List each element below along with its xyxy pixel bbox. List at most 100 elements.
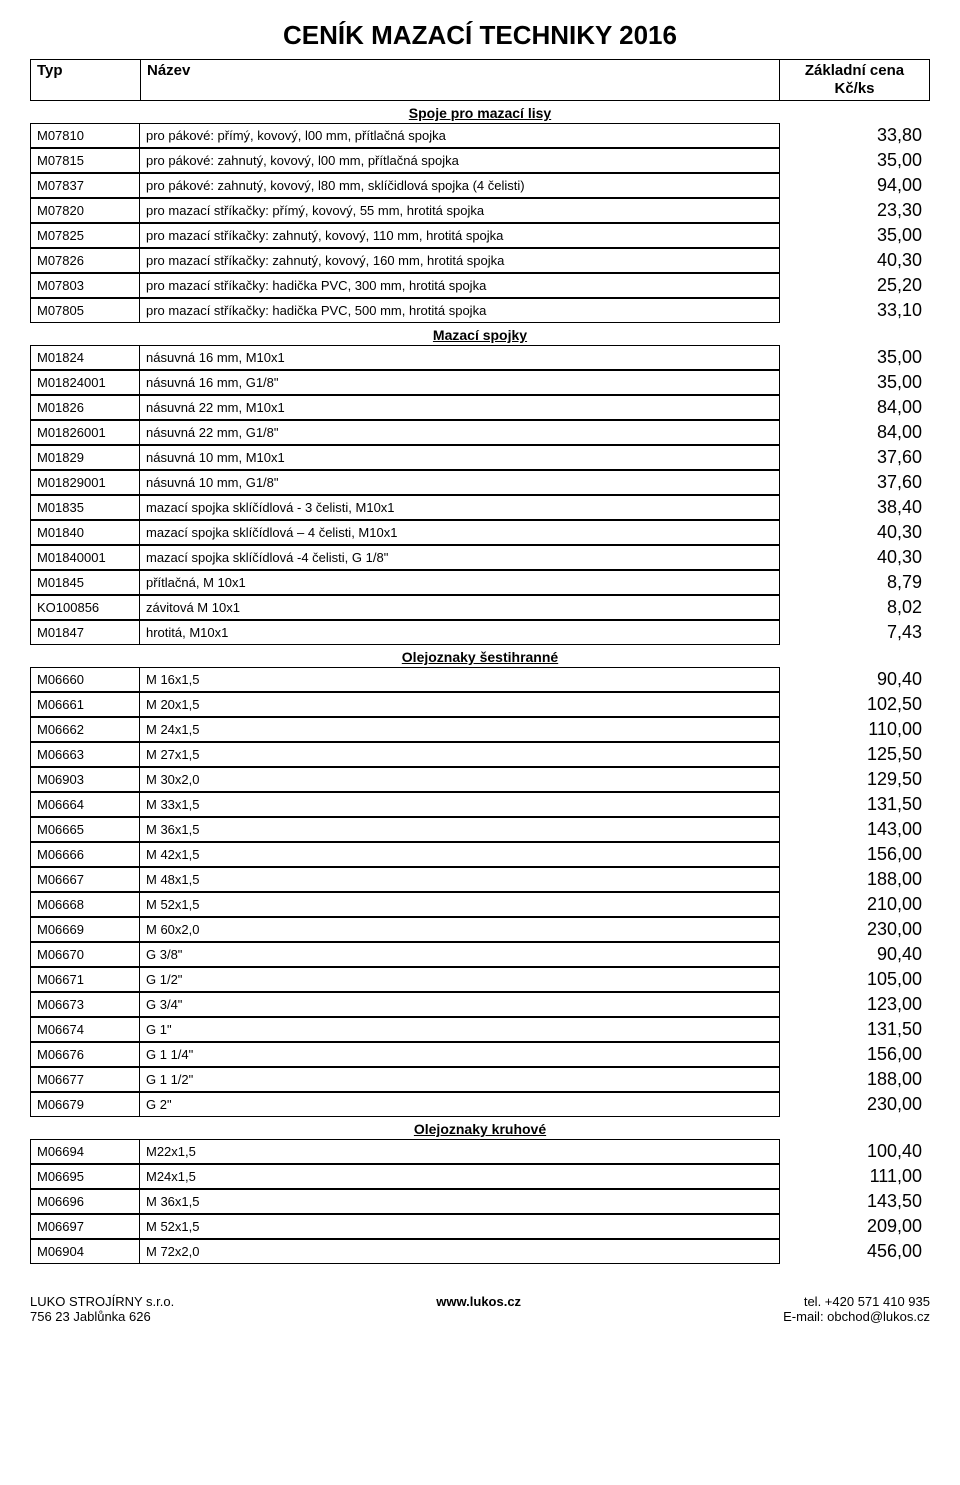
cell-nazev: G 1 1/2" bbox=[140, 1067, 780, 1092]
table-row: M06669M 60x2,0230,00 bbox=[30, 917, 930, 942]
cell-nazev: M 16x1,5 bbox=[140, 667, 780, 692]
cell-cena: 84,00 bbox=[780, 420, 930, 445]
cell-nazev: M 72x2,0 bbox=[140, 1239, 780, 1264]
cell-typ: M06694 bbox=[30, 1139, 140, 1164]
cell-typ: M07810 bbox=[30, 123, 140, 148]
footer-email: E-mail: obchod@lukos.cz bbox=[783, 1309, 930, 1324]
cell-typ: M06660 bbox=[30, 667, 140, 692]
cell-nazev: násuvná 22 mm, M10x1 bbox=[140, 395, 780, 420]
cell-typ: M06695 bbox=[30, 1164, 140, 1189]
cell-typ: M06673 bbox=[30, 992, 140, 1017]
cell-typ: M06664 bbox=[30, 792, 140, 817]
table-row: M06676G 1 1/4"156,00 bbox=[30, 1042, 930, 1067]
cell-cena: 230,00 bbox=[780, 917, 930, 942]
table-row: M06662M 24x1,5110,00 bbox=[30, 717, 930, 742]
cell-cena: 25,20 bbox=[780, 273, 930, 298]
cell-nazev: závitová M 10x1 bbox=[140, 595, 780, 620]
cell-typ: M01826 bbox=[30, 395, 140, 420]
cell-cena: 40,30 bbox=[780, 520, 930, 545]
cell-cena: 40,30 bbox=[780, 545, 930, 570]
cell-cena: 156,00 bbox=[780, 1042, 930, 1067]
header-nazev: Název bbox=[141, 60, 779, 100]
cell-typ: M01824 bbox=[30, 345, 140, 370]
table-row: M06665M 36x1,5143,00 bbox=[30, 817, 930, 842]
cell-cena: 33,80 bbox=[780, 123, 930, 148]
cell-cena: 143,00 bbox=[780, 817, 930, 842]
cell-cena: 94,00 bbox=[780, 173, 930, 198]
cell-nazev: mazací spojka sklíčídlová - 3 čelisti, M… bbox=[140, 495, 780, 520]
table-row: M06694M22x1,5100,40 bbox=[30, 1139, 930, 1164]
cell-typ: M07805 bbox=[30, 298, 140, 323]
section-title: Olejoznaky šestihranné bbox=[30, 649, 930, 665]
cell-typ: M06661 bbox=[30, 692, 140, 717]
table-row: M01824násuvná 16 mm, M10x135,00 bbox=[30, 345, 930, 370]
table-row: M06696M 36x1,5143,50 bbox=[30, 1189, 930, 1214]
cell-typ: KO100856 bbox=[30, 595, 140, 620]
cell-nazev: G 3/8" bbox=[140, 942, 780, 967]
table-row: M06697M 52x1,5209,00 bbox=[30, 1214, 930, 1239]
cell-nazev: pro mazací stříkačky: zahnutý, kovový, 1… bbox=[140, 248, 780, 273]
cell-cena: 35,00 bbox=[780, 370, 930, 395]
cell-cena: 35,00 bbox=[780, 148, 930, 173]
cell-typ: M06679 bbox=[30, 1092, 140, 1117]
cell-typ: M01835 bbox=[30, 495, 140, 520]
cell-typ: M01829 bbox=[30, 445, 140, 470]
cell-cena: 37,60 bbox=[780, 470, 930, 495]
cell-typ: M07803 bbox=[30, 273, 140, 298]
cell-cena: 210,00 bbox=[780, 892, 930, 917]
table-row: M06671G 1/2"105,00 bbox=[30, 967, 930, 992]
cell-cena: 105,00 bbox=[780, 967, 930, 992]
cell-cena: 84,00 bbox=[780, 395, 930, 420]
footer-right: tel. +420 571 410 935 E-mail: obchod@luk… bbox=[783, 1294, 930, 1324]
cell-nazev: M 20x1,5 bbox=[140, 692, 780, 717]
cell-nazev: násuvná 16 mm, M10x1 bbox=[140, 345, 780, 370]
cell-typ: M06696 bbox=[30, 1189, 140, 1214]
cell-nazev: násuvná 10 mm, M10x1 bbox=[140, 445, 780, 470]
cell-nazev: pro mazací stříkačky: přímý, kovový, 55 … bbox=[140, 198, 780, 223]
cell-typ: M01847 bbox=[30, 620, 140, 645]
table-row: M01824001násuvná 16 mm, G1/8"35,00 bbox=[30, 370, 930, 395]
table-row: M01847hrotitá, M10x17,43 bbox=[30, 620, 930, 645]
table-row: M07805pro mazací stříkačky: hadička PVC,… bbox=[30, 298, 930, 323]
table-row: M07815pro pákové: zahnutý, kovový, l00 m… bbox=[30, 148, 930, 173]
table-row: M01840mazací spojka sklíčídlová – 4 čeli… bbox=[30, 520, 930, 545]
table-row: M01826násuvná 22 mm, M10x184,00 bbox=[30, 395, 930, 420]
table-row: M07820pro mazací stříkačky: přímý, kovov… bbox=[30, 198, 930, 223]
cell-cena: 156,00 bbox=[780, 842, 930, 867]
sections-container: Spoje pro mazací lisyM07810pro pákové: p… bbox=[30, 105, 930, 1264]
cell-typ: M06676 bbox=[30, 1042, 140, 1067]
table-row: M06674G 1"131,50 bbox=[30, 1017, 930, 1042]
cell-cena: 110,00 bbox=[780, 717, 930, 742]
table-row: M06904M 72x2,0456,00 bbox=[30, 1239, 930, 1264]
table-row: M01840001mazací spojka sklíčídlová -4 če… bbox=[30, 545, 930, 570]
table-row: M06660M 16x1,590,40 bbox=[30, 667, 930, 692]
cell-typ: M06674 bbox=[30, 1017, 140, 1042]
cell-nazev: pro mazací stříkačky: zahnutý, kovový, 1… bbox=[140, 223, 780, 248]
cell-cena: 131,50 bbox=[780, 1017, 930, 1042]
cell-typ: M06663 bbox=[30, 742, 140, 767]
cell-typ: M07826 bbox=[30, 248, 140, 273]
cell-nazev: M24x1,5 bbox=[140, 1164, 780, 1189]
cell-typ: M06670 bbox=[30, 942, 140, 967]
cell-nazev: M 27x1,5 bbox=[140, 742, 780, 767]
table-row: M06666M 42x1,5156,00 bbox=[30, 842, 930, 867]
cell-typ: M07837 bbox=[30, 173, 140, 198]
cell-nazev: M22x1,5 bbox=[140, 1139, 780, 1164]
cell-nazev: násuvná 16 mm, G1/8" bbox=[140, 370, 780, 395]
table-row: M06695M24x1,5111,00 bbox=[30, 1164, 930, 1189]
header-typ: Typ bbox=[31, 60, 141, 100]
cell-nazev: M 33x1,5 bbox=[140, 792, 780, 817]
cell-cena: 123,00 bbox=[780, 992, 930, 1017]
cell-typ: M07815 bbox=[30, 148, 140, 173]
cell-typ: M06903 bbox=[30, 767, 140, 792]
table-row: M01835mazací spojka sklíčídlová - 3 čeli… bbox=[30, 495, 930, 520]
cell-cena: 7,43 bbox=[780, 620, 930, 645]
table-row: M06663M 27x1,5125,50 bbox=[30, 742, 930, 767]
cell-cena: 456,00 bbox=[780, 1239, 930, 1264]
table-row: M01845přítlačná, M 10x18,79 bbox=[30, 570, 930, 595]
table-row: M07825pro mazací stříkačky: zahnutý, kov… bbox=[30, 223, 930, 248]
cell-cena: 102,50 bbox=[780, 692, 930, 717]
cell-cena: 33,10 bbox=[780, 298, 930, 323]
table-row: M07803pro mazací stříkačky: hadička PVC,… bbox=[30, 273, 930, 298]
cell-typ: M06662 bbox=[30, 717, 140, 742]
